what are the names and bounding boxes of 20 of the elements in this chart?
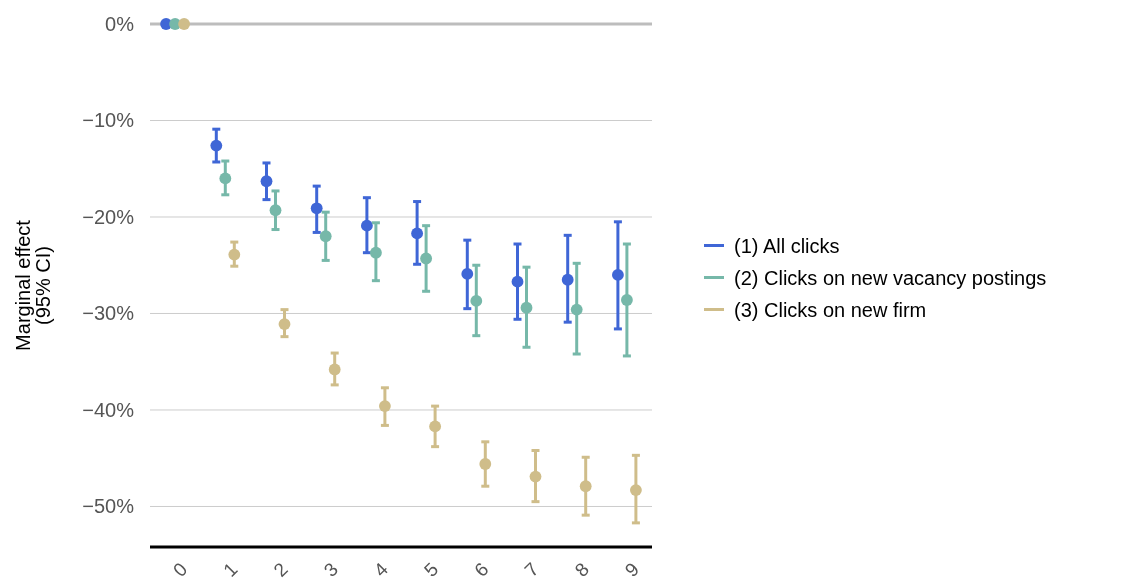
x-tick-label: 1 — [219, 558, 242, 581]
x-tick-label: 0 — [169, 558, 192, 581]
y-tick-label: −50% — [82, 495, 135, 518]
y-tick-label: −10% — [82, 109, 135, 132]
x-tick-label: 8 — [570, 558, 593, 581]
y-tick-label: −30% — [82, 302, 135, 325]
x-tick-label: 3 — [319, 558, 342, 581]
x-tick-label: 9 — [620, 558, 644, 581]
legend-label: (2) Clicks on new vacancy postings — [734, 266, 1047, 289]
y-tick-label: −40% — [82, 398, 135, 421]
y-axis-title: Marginal effect (95% CI) — [12, 219, 54, 351]
y-tick-label: 0% — [105, 13, 135, 35]
x-tick-label: 6 — [470, 558, 493, 581]
x-tick-label: 4 — [369, 558, 393, 581]
legend-label: (3) Clicks on new firm — [734, 298, 927, 321]
x-tick-label: 7 — [520, 558, 543, 581]
x-tick-label: 2 — [269, 558, 292, 581]
legend-label: (1) All clicks — [734, 234, 840, 257]
y-tick-label: −20% — [82, 205, 135, 228]
x-tick-label: 5 — [420, 558, 443, 581]
